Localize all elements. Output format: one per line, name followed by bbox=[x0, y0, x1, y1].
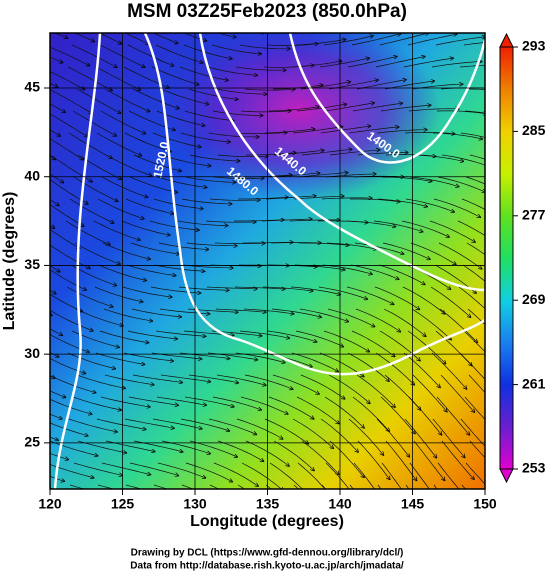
x-axis-label: Longitude (degrees) bbox=[190, 513, 344, 530]
streamline bbox=[244, 23, 294, 27]
colorbar-extend bbox=[500, 34, 513, 47]
streamline bbox=[216, 23, 265, 33]
x-tick-label: 140 bbox=[328, 496, 352, 512]
colorbar bbox=[500, 47, 513, 469]
x-tick-label: 120 bbox=[38, 496, 62, 512]
x-tick-label: 130 bbox=[183, 496, 207, 512]
streamline bbox=[468, 16, 518, 23]
streamline bbox=[14, 199, 55, 228]
footer: Data from http://database.rish.kyoto-u.a… bbox=[130, 561, 404, 572]
colorbar-extend bbox=[500, 469, 513, 482]
colorbar-tick-label: 293 bbox=[522, 38, 546, 54]
y-tick-label: 30 bbox=[24, 345, 40, 361]
streamline bbox=[350, 485, 379, 526]
x-tick-label: 135 bbox=[256, 496, 280, 512]
x-tick-label: 150 bbox=[473, 496, 497, 512]
chart-title: MSM 03Z25Feb2023 (850.0hPa) bbox=[127, 1, 407, 22]
footer: Drawing by DCL (https://www.gfd-dennou.o… bbox=[131, 548, 404, 559]
colorbar-tick-label: 269 bbox=[522, 291, 546, 307]
colorbar-tick-label: 285 bbox=[522, 122, 546, 138]
y-tick-label: 40 bbox=[24, 167, 40, 183]
x-tick-label: 145 bbox=[401, 496, 425, 512]
y-tick-label: 45 bbox=[24, 79, 40, 95]
y-axis-label: Latitude (degrees) bbox=[1, 192, 18, 331]
streamline bbox=[440, 12, 489, 23]
x-tick-label: 125 bbox=[111, 496, 135, 512]
y-tick-label: 35 bbox=[24, 256, 40, 272]
streamline bbox=[13, 133, 55, 160]
colorbar-tick-label: 261 bbox=[522, 375, 546, 391]
y-tick-label: 25 bbox=[24, 434, 40, 450]
streamline bbox=[434, 485, 466, 524]
colorbar-tick-label: 277 bbox=[522, 207, 546, 223]
colorbar-tick-label: 253 bbox=[522, 460, 546, 476]
streamline bbox=[412, 10, 460, 23]
streamline bbox=[272, 22, 322, 24]
map-field bbox=[10, 10, 519, 526]
